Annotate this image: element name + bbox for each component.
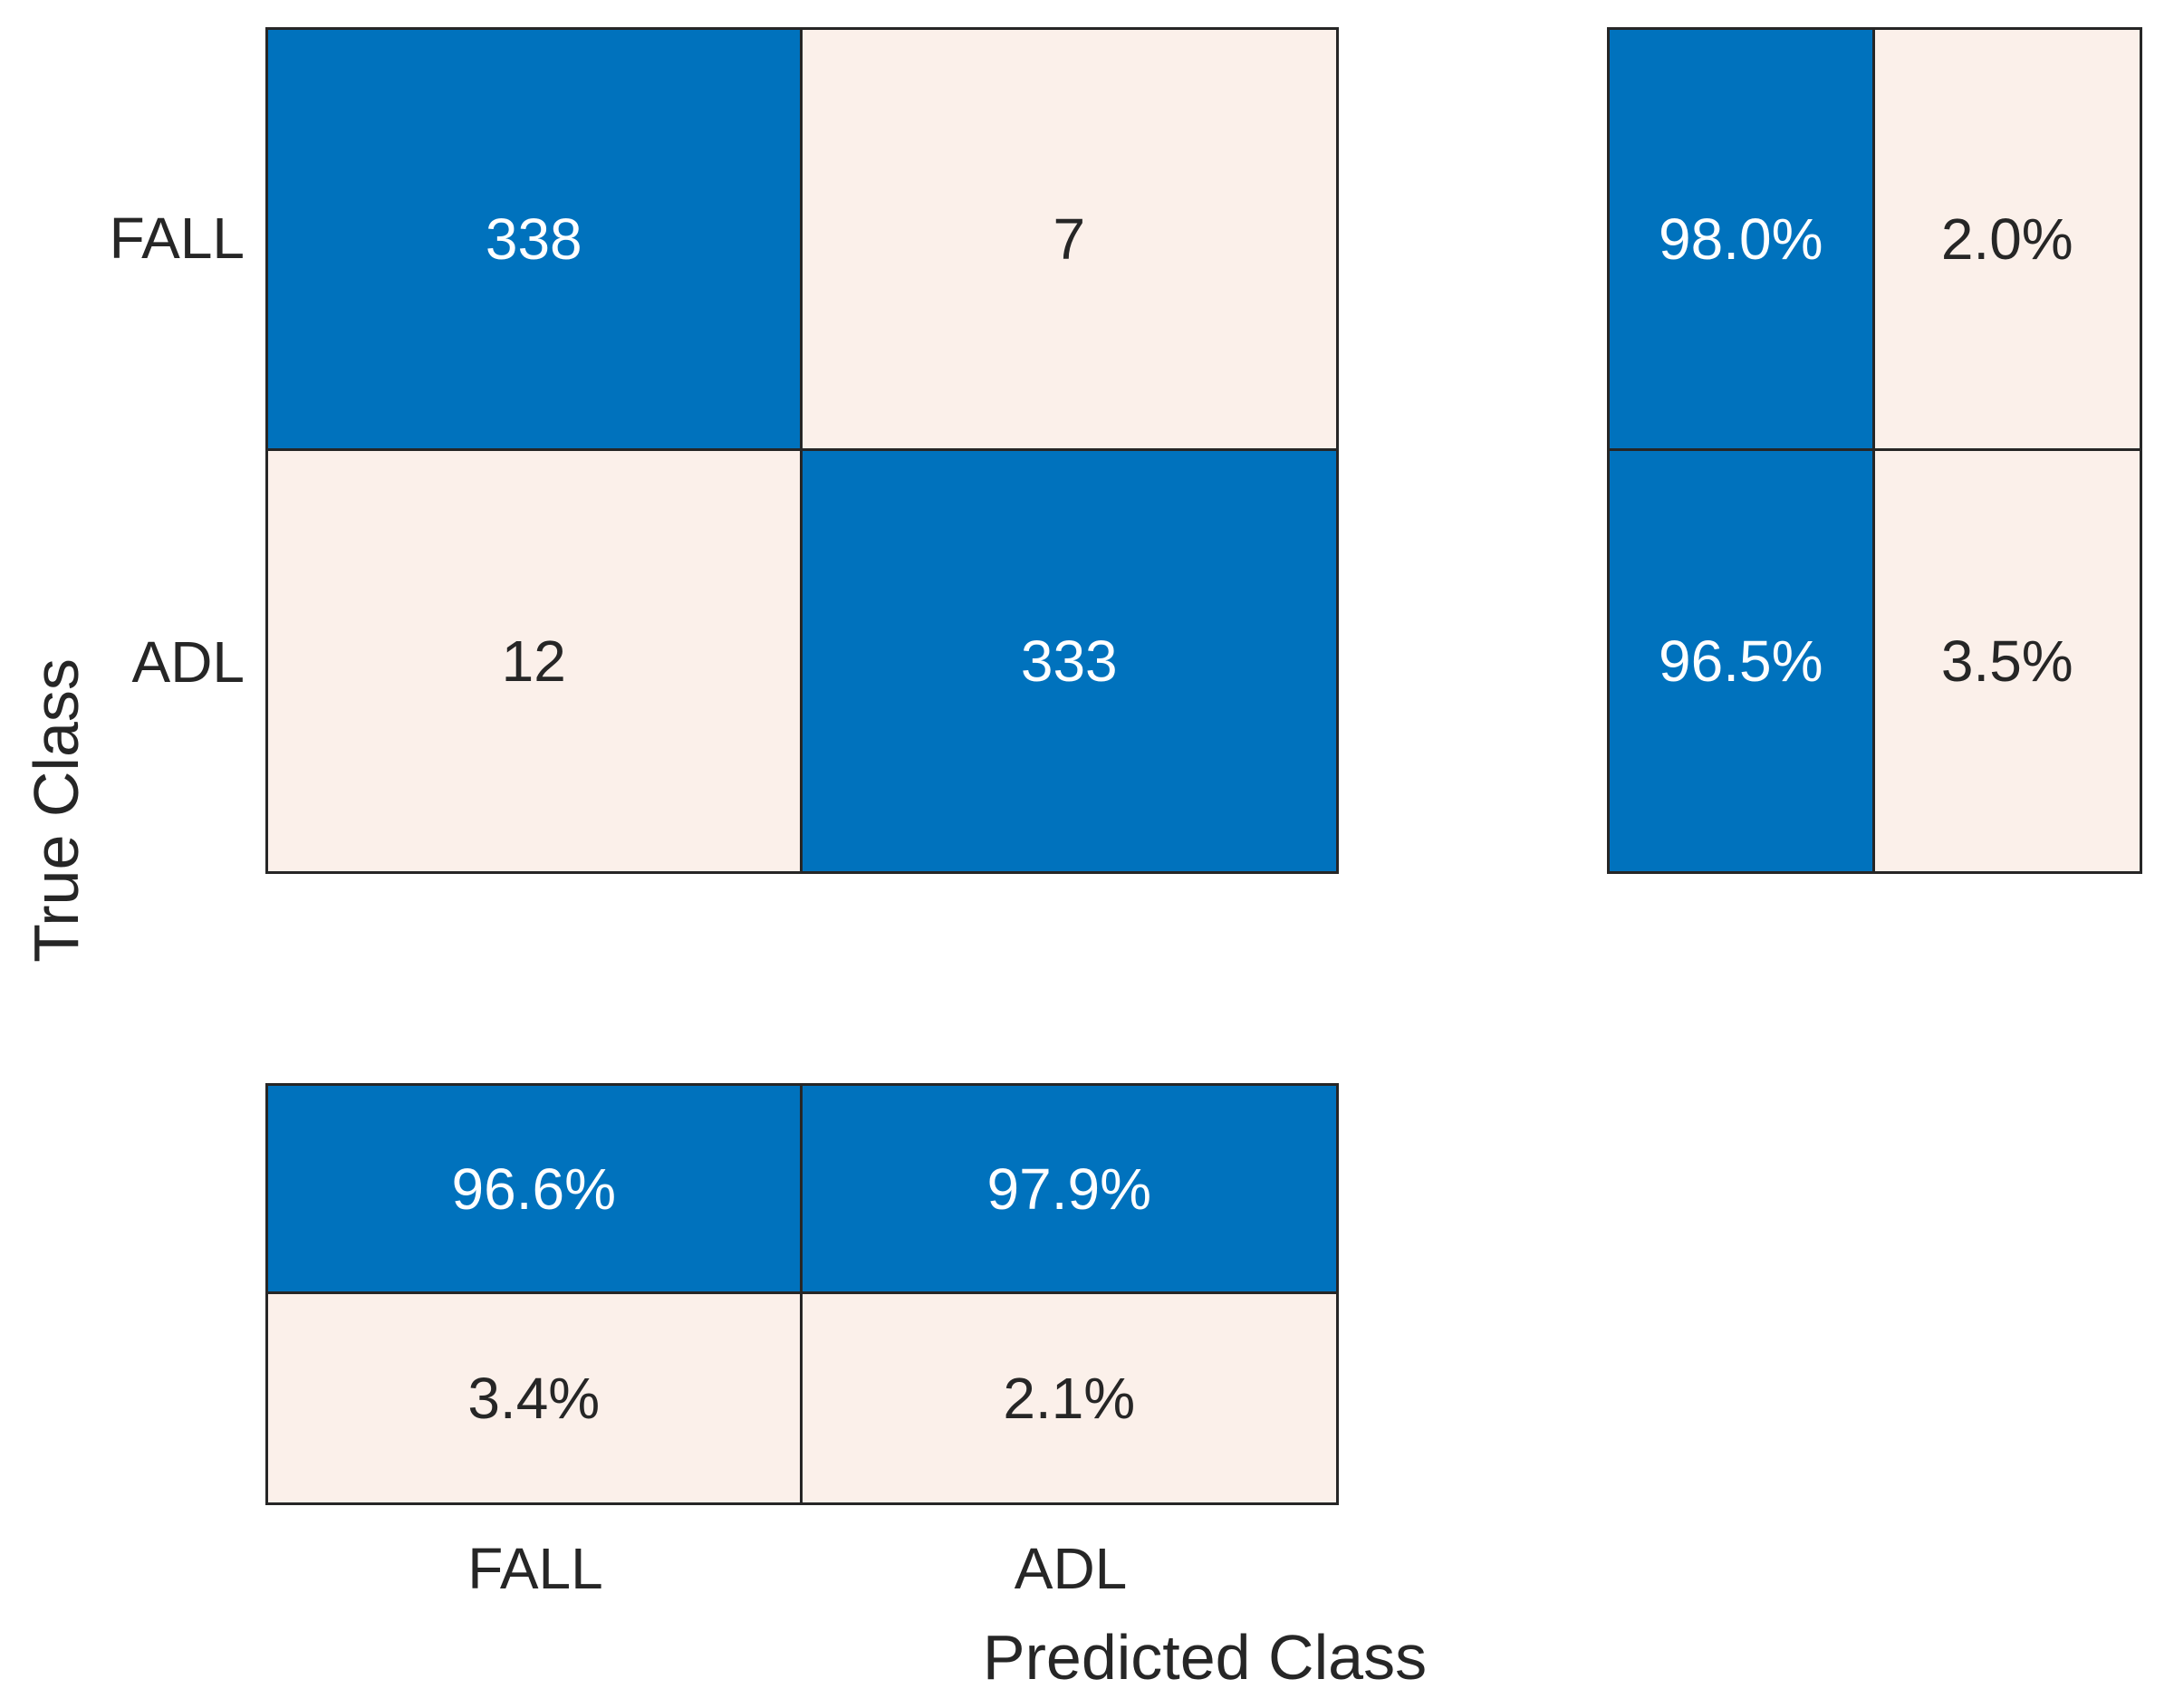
row-summary: 98.0% 2.0% 96.5% 3.5% xyxy=(1607,27,2142,874)
matrix-cell-value: 7 xyxy=(1053,206,1086,272)
matrix-cell-adl-fall: 12 xyxy=(268,450,803,871)
y-tick-adl: ADL xyxy=(131,629,245,695)
matrix-cell-value: 12 xyxy=(501,628,566,694)
row-summary-cell-fall-incorrect: 2.0% xyxy=(1874,30,2140,451)
row-summary-cell-adl-correct: 96.5% xyxy=(1610,450,1875,871)
column-summary-value: 2.1% xyxy=(1003,1366,1136,1431)
x-tick-adl: ADL xyxy=(1014,1536,1128,1601)
y-axis-label: True Class xyxy=(21,658,91,963)
matrix-cell-adl-adl: 333 xyxy=(802,450,1336,871)
matrix-cell-value: 338 xyxy=(485,206,582,272)
column-summary-cell-adl-incorrect: 2.1% xyxy=(802,1294,1336,1502)
row-summary-value: 98.0% xyxy=(1659,206,1823,272)
confusion-matrix: 338 7 12 333 xyxy=(265,27,1339,874)
column-summary-cell-adl-correct: 97.9% xyxy=(802,1086,1336,1294)
x-axis-label: Predicted Class xyxy=(982,1622,1428,1693)
row-summary-value: 2.0% xyxy=(1940,206,2073,272)
column-summary-cell-fall-incorrect: 3.4% xyxy=(268,1294,803,1502)
matrix-cell-fall-adl: 7 xyxy=(802,30,1336,451)
column-summary: 96.6% 97.9% 3.4% 2.1% xyxy=(265,1083,1339,1505)
matrix-cell-value: 333 xyxy=(1020,628,1118,694)
column-summary-value: 97.9% xyxy=(986,1156,1151,1222)
row-summary-cell-adl-incorrect: 3.5% xyxy=(1874,450,2140,871)
row-summary-cell-fall-correct: 98.0% xyxy=(1610,30,1875,451)
column-summary-cell-fall-correct: 96.6% xyxy=(268,1086,803,1294)
matrix-cell-fall-fall: 338 xyxy=(268,30,803,451)
row-summary-value: 3.5% xyxy=(1940,628,2073,694)
x-tick-fall: FALL xyxy=(467,1536,603,1601)
column-summary-value: 3.4% xyxy=(467,1366,601,1431)
column-summary-value: 96.6% xyxy=(451,1156,616,1222)
y-tick-fall: FALL xyxy=(109,206,245,271)
row-summary-value: 96.5% xyxy=(1659,628,1823,694)
